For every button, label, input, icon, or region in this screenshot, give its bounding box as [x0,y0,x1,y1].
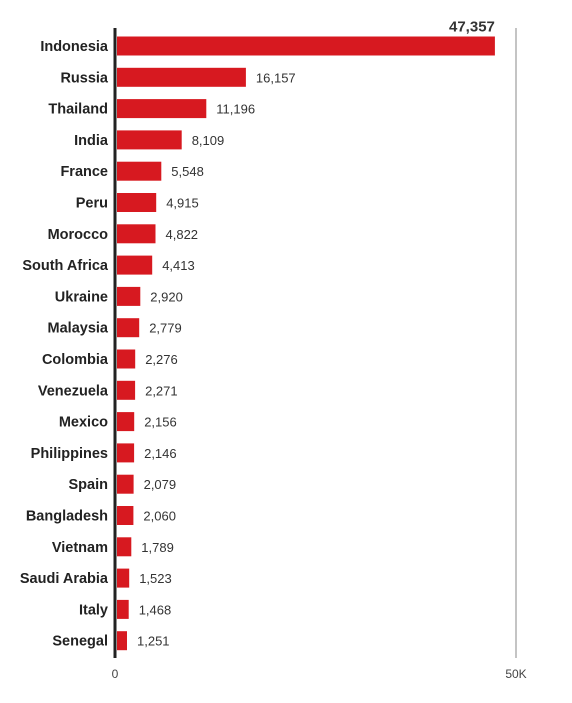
bar-bangladesh [117,506,134,525]
bar-saudi-arabia [117,568,130,588]
bar-senegal [117,631,127,651]
category-label-spain: Spain [69,477,108,493]
value-label-south-africa: 4,413 [162,258,195,273]
category-label-saudi-arabia: Saudi Arabia [20,571,109,587]
category-label-morocco: Morocco [48,227,109,243]
category-label-philippines: Philippines [31,446,108,462]
category-label-colombia: Colombia [42,352,109,368]
bar-thailand [117,99,207,119]
category-label-thailand: Thailand [48,102,108,118]
value-labels: 47,357 16,157 11,196 8,109 5,548 4,915 4,822 4,… [137,19,495,649]
value-label-indonesia: 47,357 [449,19,495,36]
bar-malaysia [117,318,140,338]
bar-spain [117,474,134,494]
category-label-russia: Russia [60,70,108,86]
bar-south-africa [117,255,153,275]
category-label-malaysia: Malaysia [48,321,109,337]
bar-colombia [117,349,136,369]
value-label-saudi-arabia: 1,523 [139,571,172,586]
category-label-indonesia: Indonesia [40,39,109,55]
category-label-peru: Peru [76,196,108,212]
value-label-mexico: 2,156 [144,415,177,430]
bar-ukraine [117,286,141,306]
value-label-philippines: 2,146 [144,446,177,461]
category-label-senegal: Senegal [52,634,108,650]
value-label-morocco: 4,822 [166,227,199,242]
value-label-venezuela: 2,271 [145,383,178,398]
bar-venezuela [117,380,136,400]
x-axis-ticks: 0 50K [112,667,527,681]
category-label-india: India [74,133,109,149]
bar-france [117,161,162,181]
value-label-vietnam: 1,789 [141,540,174,555]
value-label-ukraine: 2,920 [150,289,183,304]
category-label-south-africa: South Africa [22,258,109,274]
bar-philippines [117,443,135,463]
bar-vietnam [117,537,132,557]
value-label-colombia: 2,276 [145,352,178,367]
bar-russia [117,67,246,87]
bar-peru [117,193,157,212]
category-label-ukraine: Ukraine [55,289,108,305]
value-label-bangladesh: 2,060 [143,509,176,524]
value-label-india: 8,109 [192,133,225,148]
bar-india [117,130,182,150]
value-label-france: 5,548 [171,164,204,179]
category-label-italy: Italy [79,602,108,618]
category-labels: Indonesia Russia Thailand India France Peru Mo… [20,39,109,650]
value-label-peru: 4,915 [166,196,199,211]
bar-morocco [117,224,156,244]
category-label-bangladesh: Bangladesh [26,509,108,525]
value-label-malaysia: 2,779 [149,321,182,336]
value-label-thailand: 11,196 [216,102,255,117]
x-tick-label-1: 50K [505,667,526,681]
category-label-mexico: Mexico [59,415,108,431]
value-label-senegal: 1,251 [137,634,170,649]
bar-mexico [117,412,135,432]
category-label-venezuela: Venezuela [38,383,109,399]
x-tick-label-0: 0 [112,667,119,681]
value-label-italy: 1,468 [139,602,172,617]
bar-indonesia [117,36,495,56]
value-label-spain: 2,079 [144,477,177,492]
value-label-russia: 16,157 [256,70,296,85]
category-label-france: France [60,164,108,180]
bar-italy [117,599,129,619]
category-label-vietnam: Vietnam [52,540,108,556]
bars-group [117,36,495,651]
